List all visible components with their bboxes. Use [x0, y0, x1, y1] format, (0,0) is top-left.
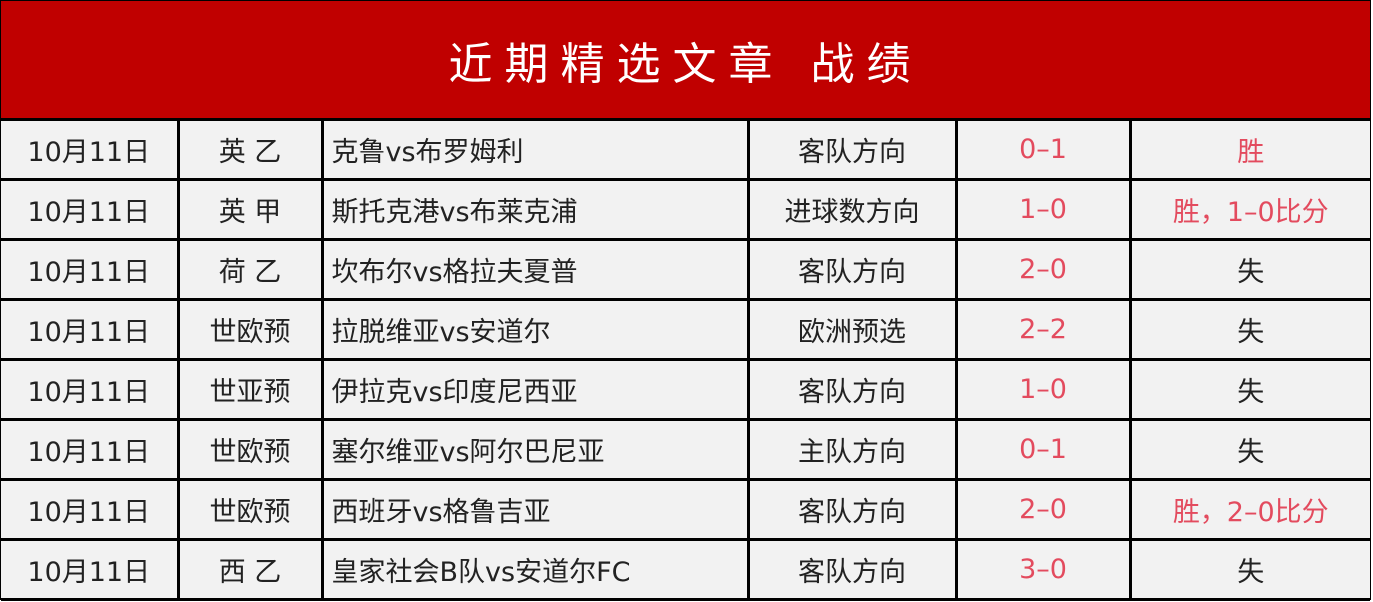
score-cell: 0–1 — [954, 418, 1132, 481]
pick-cell: 客队方向 — [746, 538, 958, 601]
date-cell: 10月11日 — [1, 178, 180, 241]
table-row: 10月11日 世欧预 拉脱维亚vs安道尔 欧洲预选 2–2 失 — [1, 298, 1370, 361]
date-cell: 10月11日 — [1, 478, 180, 541]
score-cell: 2–0 — [954, 238, 1132, 301]
match-cell: 斯托克港vs布莱克浦 — [320, 178, 750, 241]
league-cell: 荷 乙 — [176, 238, 324, 301]
result-cell: 胜，2–0比分 — [1128, 478, 1370, 541]
date-cell: 10月11日 — [1, 298, 180, 361]
result-cell: 胜，1–0比分 — [1128, 178, 1370, 241]
score-cell: 2–2 — [954, 298, 1132, 361]
table-row: 10月11日 世亚预 伊拉克vs印度尼西亚 客队方向 1–0 失 — [1, 358, 1370, 421]
result-cell: 失 — [1128, 538, 1370, 601]
date-cell: 10月11日 — [1, 538, 180, 601]
pick-cell: 进球数方向 — [746, 178, 958, 241]
date-cell: 10月11日 — [1, 238, 180, 301]
match-cell: 坎布尔vs格拉夫夏普 — [320, 238, 750, 301]
score-cell: 1–0 — [954, 358, 1132, 421]
pick-cell: 主队方向 — [746, 418, 958, 481]
match-cell: 克鲁vs布罗姆利 — [320, 121, 750, 181]
league-cell: 西 乙 — [176, 538, 324, 601]
pick-cell: 客队方向 — [746, 358, 958, 421]
page-title: 近期精选文章 战绩 — [1, 1, 1370, 121]
results-table: 10月11日英 乙克鲁vs布罗姆利 客队方向 0–1 胜 10月11日英 甲斯托克港vs… — [1, 121, 1370, 601]
match-cell: 伊拉克vs印度尼西亚 — [320, 358, 750, 421]
result-cell: 胜 — [1128, 121, 1370, 181]
date-cell: 10月11日 — [1, 358, 180, 421]
score-cell: 3–0 — [954, 538, 1132, 601]
table-row: 10月11日西 乙皇家社会B队vs安道尔FC 客队方向 3–0 失 — [1, 538, 1370, 601]
pick-cell: 客队方向 — [746, 121, 958, 181]
match-cell: 西班牙vs格鲁吉亚 — [320, 478, 750, 541]
match-cell: 皇家社会B队vs安道尔FC — [320, 538, 750, 601]
league-cell: 英 乙 — [176, 121, 324, 181]
league-cell: 世亚预 — [176, 358, 324, 421]
table-row: 10月11日英 甲斯托克港vs布莱克浦 进球数方向 1–0 胜，1–0比分 — [1, 178, 1370, 241]
league-cell: 世欧预 — [176, 478, 324, 541]
league-cell: 世欧预 — [176, 298, 324, 361]
result-cell: 失 — [1128, 238, 1370, 301]
league-cell: 世欧预 — [176, 418, 324, 481]
table-row: 10月11日英 乙克鲁vs布罗姆利 客队方向 0–1 胜 — [1, 121, 1370, 181]
pick-cell: 客队方向 — [746, 238, 958, 301]
score-cell: 2–0 — [954, 478, 1132, 541]
match-cell: 拉脱维亚vs安道尔 — [320, 298, 750, 361]
league-cell: 英 甲 — [176, 178, 324, 241]
table-row: 10月11日 世欧预 西班牙vs格鲁吉亚 客队方向 2–0 胜，2–0比分 — [1, 478, 1370, 541]
table-row: 10月11日 世欧预 塞尔维亚vs阿尔巴尼亚 主队方向 0–1 失 — [1, 418, 1370, 481]
result-cell: 失 — [1128, 358, 1370, 421]
score-cell: 1–0 — [954, 178, 1132, 241]
table-row: 10月11日荷 乙坎布尔vs格拉夫夏普 客队方向 2–0 失 — [1, 238, 1370, 301]
result-cell: 失 — [1128, 298, 1370, 361]
score-cell: 0–1 — [954, 121, 1132, 181]
result-cell: 失 — [1128, 418, 1370, 481]
pick-cell: 客队方向 — [746, 478, 958, 541]
date-cell: 10月11日 — [1, 418, 180, 481]
pick-cell: 欧洲预选 — [746, 298, 958, 361]
date-cell: 10月11日 — [1, 121, 180, 181]
match-cell: 塞尔维亚vs阿尔巴尼亚 — [320, 418, 750, 481]
